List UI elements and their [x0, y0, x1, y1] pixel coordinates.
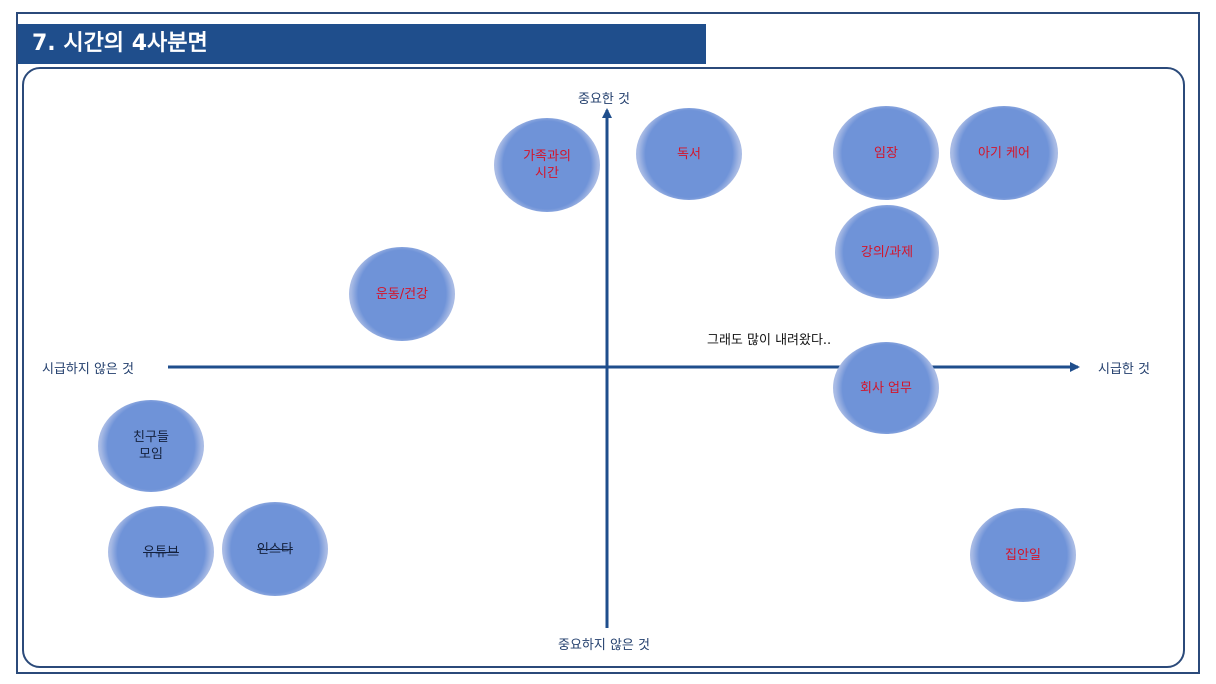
- item-baby-care: 아기 케어: [950, 106, 1058, 200]
- axis-label-right: 시급한 것: [1098, 362, 1150, 377]
- item-friends-gathering: 친구들 모임: [98, 400, 204, 492]
- axis-label-top: 중요한 것: [578, 92, 630, 107]
- item-lecture-assignment: 강의/과제: [835, 205, 939, 299]
- item-housework: 집안일: [970, 508, 1076, 602]
- item-reading: 독서: [636, 108, 742, 200]
- page-title: 7. 시간의 4사분면: [18, 24, 706, 64]
- item-instagram: 인스타: [222, 502, 328, 596]
- item-exercise-health: 운동/건강: [349, 247, 455, 341]
- item-company-work: 회사 업무: [833, 342, 939, 434]
- item-property-visit: 임장: [833, 106, 939, 200]
- axis-label-bottom: 중요하지 않은 것: [558, 638, 650, 653]
- item-youtube: 유튜브: [108, 506, 214, 598]
- annotation-note: 그래도 많이 내려왔다..: [707, 333, 832, 348]
- item-family-time: 가족과의 시간: [494, 118, 600, 212]
- axis-label-left: 시급하지 않은 것: [42, 362, 134, 377]
